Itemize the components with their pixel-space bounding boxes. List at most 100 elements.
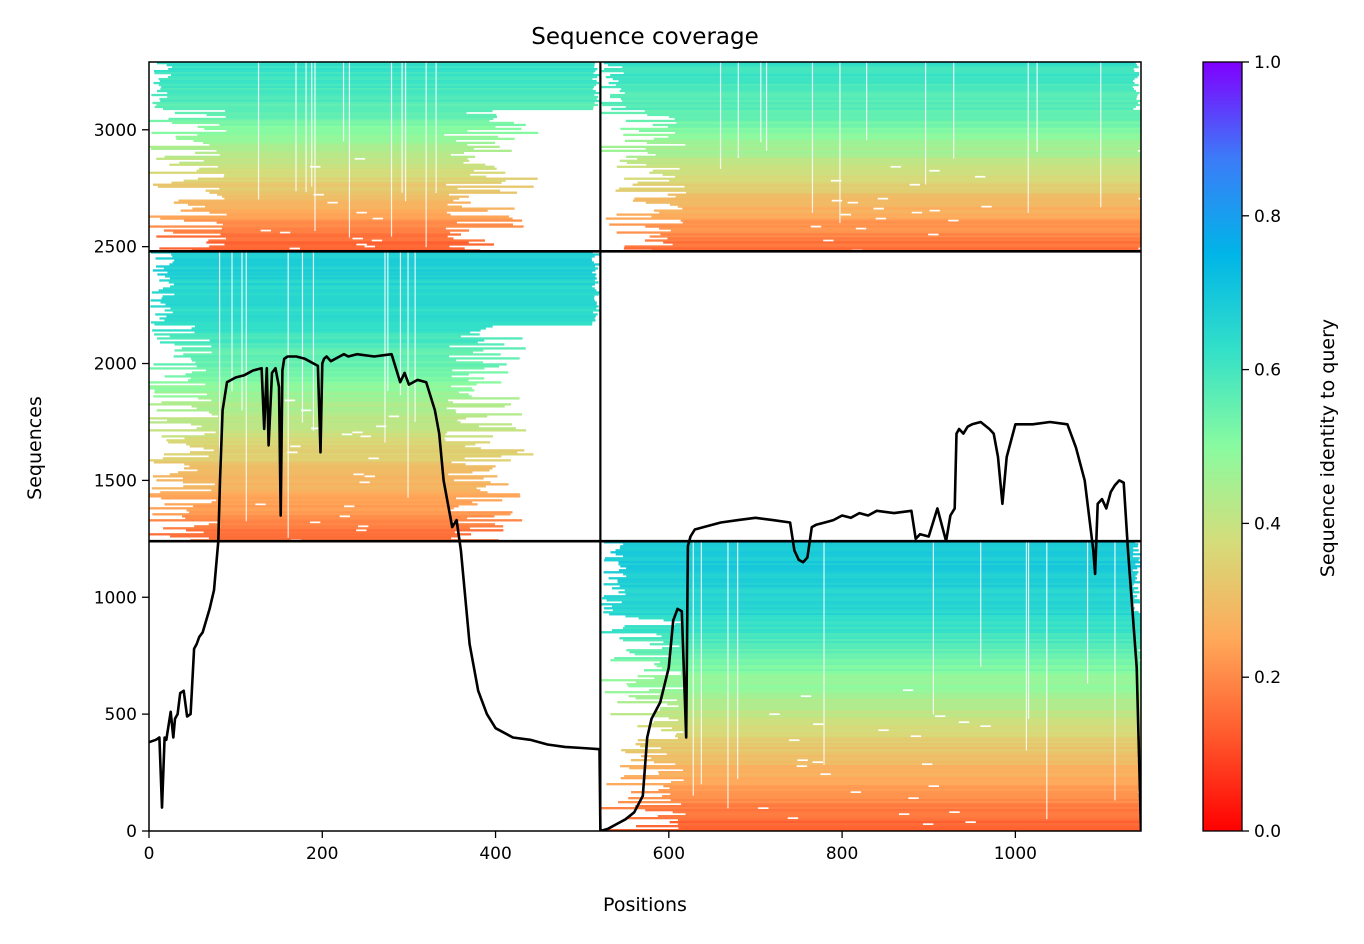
coverage-row — [678, 827, 1141, 830]
coverage-row — [300, 445, 466, 448]
coverage-row — [219, 153, 451, 156]
coverage-row — [225, 109, 493, 113]
coverage-row — [623, 573, 1138, 576]
coverage-gap — [719, 62, 722, 169]
coverage-row — [181, 347, 526, 350]
coverage-row — [192, 207, 515, 210]
coverage-row — [667, 703, 1141, 706]
coverage-gap — [301, 251, 304, 423]
coverage-row — [679, 167, 1141, 170]
coverage-row — [375, 245, 450, 248]
coverage-row — [600, 807, 759, 810]
coverage-row — [609, 223, 1141, 226]
coverage-row — [149, 145, 500, 148]
coverage-row — [605, 217, 876, 220]
coverage-row — [169, 473, 354, 476]
coverage-row — [189, 445, 291, 448]
coverage-row — [618, 79, 1133, 83]
coverage-row — [178, 199, 454, 202]
coverage-row — [913, 689, 1141, 692]
coverage-gap — [295, 62, 297, 192]
coverage-row — [616, 231, 1141, 234]
coverage-row — [226, 129, 468, 133]
coverage-row — [684, 185, 1141, 188]
coverage-row — [192, 371, 509, 374]
coverage-row — [635, 697, 1141, 700]
coverage-row — [634, 653, 1141, 656]
coverage-row — [661, 647, 1141, 650]
coverage-row — [619, 187, 1141, 190]
coverage-gap — [384, 251, 386, 443]
coverage-row — [651, 215, 1141, 218]
coverage-line-2 — [600, 420, 1141, 831]
coverage-row — [157, 185, 534, 188]
coverage-row — [152, 101, 595, 105]
coverage-row — [623, 247, 1139, 250]
coverage-row — [195, 361, 483, 364]
coverage-gap — [342, 62, 345, 142]
coverage-row — [668, 135, 1141, 139]
x-axis-label: Positions — [603, 894, 687, 916]
coverage-row — [160, 301, 597, 304]
colorbar-label: Sequence identity to query — [1317, 319, 1339, 577]
coverage-row — [216, 149, 512, 152]
coverage-row — [779, 713, 1141, 716]
coverage-row — [886, 217, 1141, 220]
coverage-row — [659, 693, 1141, 696]
coverage-row — [198, 397, 520, 400]
heatmap-block-bottom-right — [600, 541, 1141, 831]
coverage-row — [644, 239, 824, 242]
coverage-row — [164, 375, 452, 378]
coverage-row — [653, 137, 1141, 141]
coverage-row — [920, 183, 1141, 186]
coverage-row — [149, 171, 506, 174]
coverage-row — [667, 125, 1141, 129]
coverage-row — [184, 437, 445, 440]
coverage-row — [170, 285, 593, 288]
coverage-row — [678, 719, 1141, 722]
coverage-row — [154, 389, 475, 392]
coverage-row — [612, 77, 1135, 81]
coverage-row — [622, 99, 1141, 103]
coverage-row — [163, 267, 598, 270]
coverage-row — [644, 109, 1141, 113]
coverage-row — [658, 773, 821, 776]
coverage-row — [164, 155, 476, 158]
coverage-row — [363, 473, 449, 476]
coverage-row — [187, 203, 448, 206]
coverage-row — [152, 513, 511, 516]
coverage-row — [632, 199, 832, 202]
coverage-row — [161, 435, 361, 438]
coverage-row — [164, 319, 596, 322]
coverage-row — [155, 313, 598, 316]
coverage-row — [822, 761, 1141, 764]
coverage-row — [969, 721, 1141, 724]
coverage-row — [162, 287, 595, 290]
coverage-row — [217, 165, 311, 168]
coverage-row — [660, 747, 1141, 750]
coverage-row — [208, 523, 495, 526]
coverage-row — [660, 707, 1141, 710]
coverage-row — [603, 595, 1138, 598]
coverage-row — [600, 145, 1141, 148]
coverage-row — [623, 133, 1141, 137]
coverage-row — [663, 641, 1141, 644]
coverage-row — [354, 505, 459, 508]
colorbar-tick-label: 1.0 — [1254, 53, 1281, 73]
coverage-row — [645, 225, 811, 228]
coverage-row — [670, 781, 1141, 784]
coverage-row — [615, 83, 1139, 87]
coverage-row — [153, 363, 507, 366]
coverage-gap — [387, 251, 389, 391]
coverage-row — [167, 95, 599, 99]
coverage-row — [156, 265, 596, 268]
coverage-row — [938, 785, 1141, 788]
coverage-gap — [823, 541, 825, 765]
coverage-row — [399, 415, 488, 418]
coverage-row — [162, 457, 369, 460]
coverage-row — [674, 117, 1141, 121]
coverage-row — [990, 725, 1141, 728]
coverage-row — [222, 223, 514, 226]
coverage-row — [628, 797, 909, 800]
coverage-row — [225, 115, 498, 119]
